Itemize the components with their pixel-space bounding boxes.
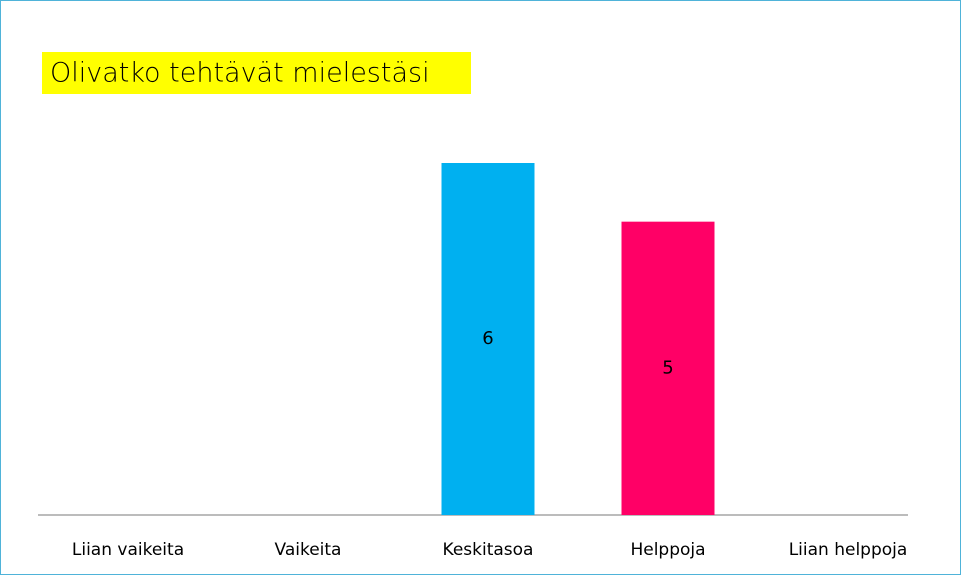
x-tick-label: Vaikeita [275,540,342,560]
bar [441,163,535,515]
chart-title: Olivatko tehtävät mielestäsi [50,58,430,89]
x-tick-label: Helppoja [630,540,705,560]
x-tick-label: Keskitasoa [443,540,534,560]
x-tick-label: Liian vaikeita [72,540,184,560]
data-label: 5 [662,357,673,378]
bar [621,221,715,515]
title-highlight [42,52,471,94]
data-label: 6 [482,328,493,349]
x-tick-label: Liian helppoja [789,540,908,560]
